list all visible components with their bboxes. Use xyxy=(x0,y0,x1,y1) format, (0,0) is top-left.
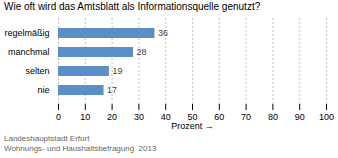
svg-text:manchmal: manchmal xyxy=(8,47,50,57)
svg-text:Prozent →: Prozent → xyxy=(171,121,214,131)
html-text:Wie oft wird das Amtsblatt als: Wie oft wird das Amtsblatt als Informati… xyxy=(4,1,261,12)
svg-text:17: 17 xyxy=(107,85,117,95)
svg-text:30: 30 xyxy=(134,112,144,122)
svg-text:selten: selten xyxy=(25,66,49,76)
svg-text:0: 0 xyxy=(56,112,61,122)
svg-text:nie: nie xyxy=(37,85,49,95)
svg-text:50: 50 xyxy=(187,111,198,122)
svg-text:70: 70 xyxy=(241,112,251,122)
html-text:Landeshauptstadt Erfurt: Landeshauptstadt Erfurt xyxy=(4,134,90,143)
svg-text:19: 19 xyxy=(112,66,122,76)
svg-text:40: 40 xyxy=(161,112,171,122)
svg-text:regelmäßig: regelmäßig xyxy=(4,28,49,38)
svg-text:100: 100 xyxy=(319,112,334,122)
svg-text:20: 20 xyxy=(107,112,117,122)
svg-text:36: 36 xyxy=(158,28,168,38)
svg-text:80: 80 xyxy=(268,112,278,122)
svg-text:28: 28 xyxy=(137,47,147,57)
html-text:Wohnungs- und Haushaltsbefragu: Wohnungs- und Haushaltsbefragung 2013 xyxy=(4,144,157,153)
svg-text:90: 90 xyxy=(295,112,305,122)
svg-text:10: 10 xyxy=(80,112,90,122)
svg-text:60: 60 xyxy=(214,112,224,122)
